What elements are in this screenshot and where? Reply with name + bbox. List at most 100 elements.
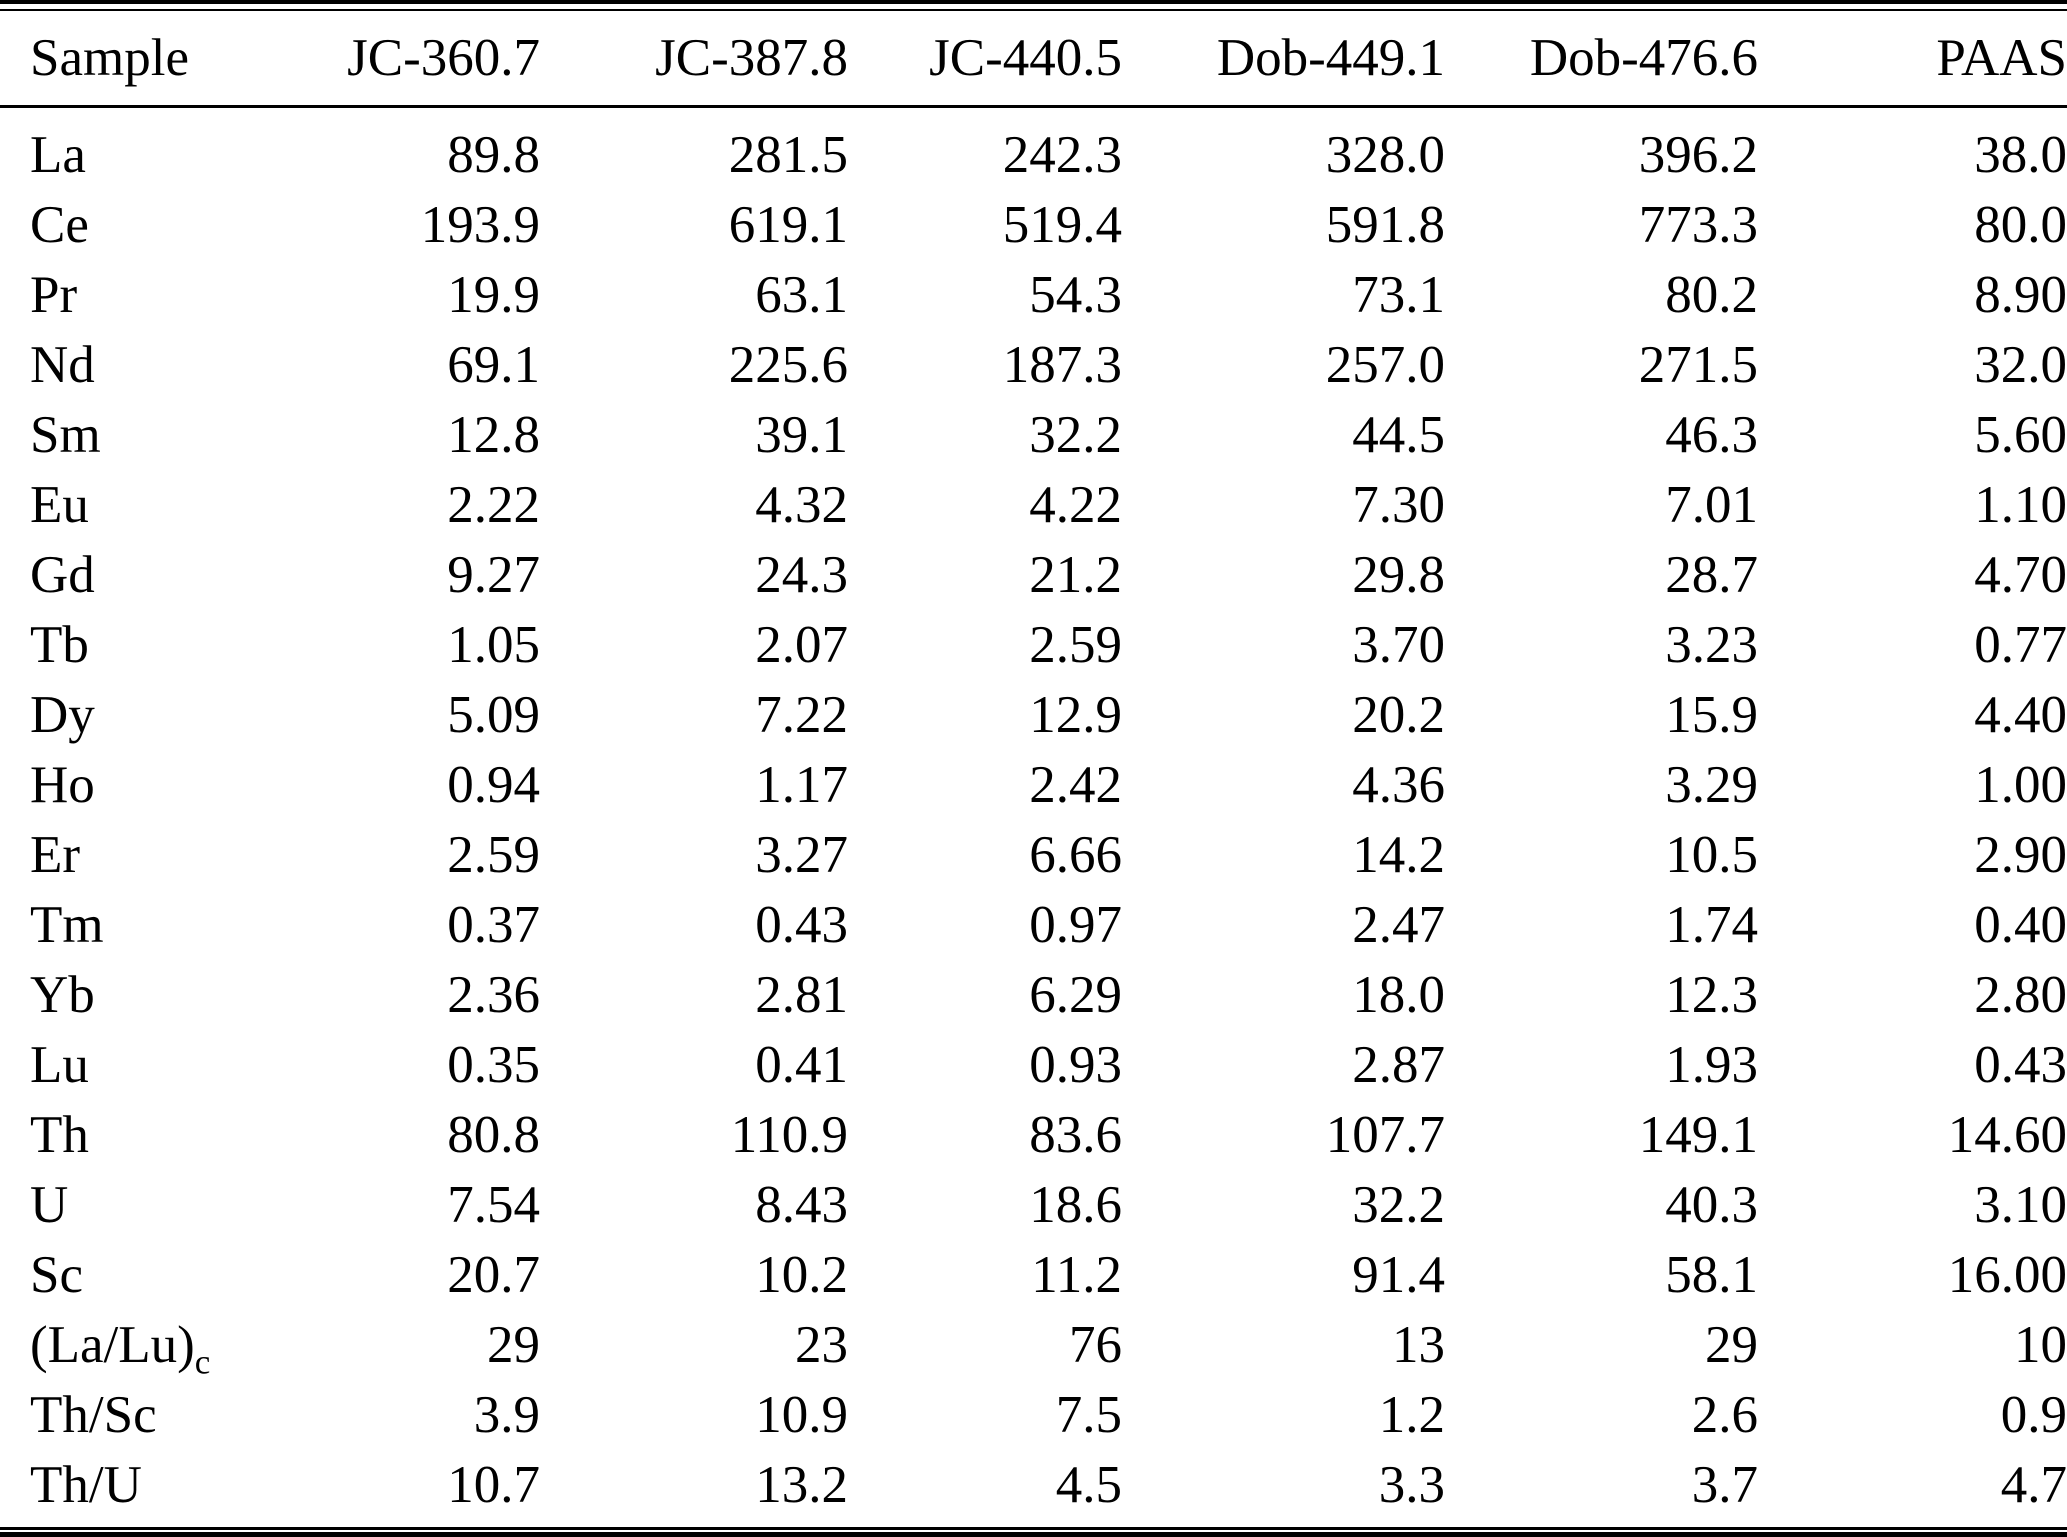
table-row: Er 2.59 3.27 6.66 14.2 10.5 2.90 (0, 820, 2067, 890)
cell-value: 13 (1392, 1316, 1445, 1374)
cell-value: 9.27 (447, 546, 540, 604)
cell-value: 80.0 (1974, 196, 2067, 254)
cell-value: 1.2 (1378, 1386, 1445, 1444)
cell-value: 2.87 (1352, 1036, 1445, 1094)
cell-value: 193.9 (420, 196, 540, 254)
cell-value: 80.2 (1665, 266, 1758, 324)
cell-value: 14.2 (1352, 826, 1445, 884)
cell-value: 12.3 (1665, 966, 1758, 1024)
cell-value: 2.80 (1974, 966, 2067, 1024)
row-label: Th (30, 1106, 89, 1164)
row-label: Ce (30, 196, 89, 254)
cell-value: 89.8 (447, 126, 540, 184)
table-row: Gd 9.27 24.3 21.2 29.8 28.7 4.70 (0, 540, 2067, 610)
cell-value: 3.29 (1665, 756, 1758, 814)
table-row: Th/U 10.7 13.2 4.5 3.3 3.7 4.7 (0, 1450, 2067, 1520)
cell-value: 29 (487, 1316, 540, 1374)
cell-value: 591.8 (1325, 196, 1445, 254)
row-label: U (30, 1176, 69, 1234)
cell-value: 2.59 (447, 826, 540, 884)
cell-value: 44.5 (1352, 406, 1445, 464)
cell-value: 3.9 (473, 1386, 540, 1444)
cell-value: 46.3 (1665, 406, 1758, 464)
cell-value: 7.01 (1665, 476, 1758, 534)
cell-value: 10 (2014, 1316, 2067, 1374)
table-row: Lu 0.35 0.41 0.93 2.87 1.93 0.43 (0, 1030, 2067, 1100)
cell-value: 0.43 (1974, 1036, 2067, 1094)
cell-value: 0.93 (1029, 1036, 1122, 1094)
cell-value: 69.1 (447, 336, 540, 394)
table-top-rule-thick (0, 0, 2067, 4)
cell-value: 32.2 (1029, 406, 1122, 464)
cell-value: 1.17 (755, 756, 848, 814)
cell-value: 10.9 (755, 1386, 848, 1444)
cell-value: 1.00 (1974, 756, 2067, 814)
cell-value: 63.1 (755, 266, 848, 324)
table-row: Sm 12.8 39.1 32.2 44.5 46.3 5.60 (0, 400, 2067, 470)
cell-value: 7.5 (1055, 1386, 1122, 1444)
table-row: Yb 2.36 2.81 6.29 18.0 12.3 2.80 (0, 960, 2067, 1030)
column-header-dob-476-6: Dob-476.6 (1445, 11, 1758, 108)
cell-value: 4.70 (1974, 546, 2067, 604)
table-header-row: Sample JC-360.7 JC-387.8 JC-440.5 Dob-449.1 D… (0, 11, 2067, 108)
cell-value: 3.7 (1691, 1456, 1758, 1514)
cell-value: 0.94 (447, 756, 540, 814)
cell-value: 6.66 (1029, 826, 1122, 884)
cell-value: 32.2 (1352, 1176, 1445, 1234)
cell-value: 110.9 (730, 1106, 848, 1164)
cell-value: 519.4 (1002, 196, 1122, 254)
cell-value: 2.22 (447, 476, 540, 534)
row-label: Er (30, 826, 81, 884)
ree-concentration-table: Sample JC-360.7 JC-387.8 JC-440.5 Dob-449.1 D… (0, 11, 2067, 1520)
row-label: (La/Lu)c (30, 1316, 211, 1382)
table-row: Ce 193.9 619.1 519.4 591.8 773.3 80.0 (0, 190, 2067, 260)
cell-value: 7.54 (447, 1176, 540, 1234)
cell-value: 0.37 (447, 896, 540, 954)
cell-value: 73.1 (1352, 266, 1445, 324)
row-label: Ho (30, 756, 95, 814)
cell-value: 5.60 (1974, 406, 2067, 464)
cell-value: 1.10 (1974, 476, 2067, 534)
table-row: Th/Sc 3.9 10.9 7.5 1.2 2.6 0.9 (0, 1380, 2067, 1450)
cell-value: 187.3 (1002, 336, 1122, 394)
row-label: La (30, 126, 86, 184)
column-header-jc-440-5: JC-440.5 (848, 11, 1122, 108)
cell-value: 21.2 (1029, 546, 1122, 604)
row-label: Eu (30, 476, 89, 534)
cell-value: 2.81 (755, 966, 848, 1024)
cell-value: 40.3 (1665, 1176, 1758, 1234)
table-row: Th 80.8 110.9 83.6 107.7 149.1 14.60 (0, 1100, 2067, 1170)
cell-value: 7.22 (755, 686, 848, 744)
cell-value: 29 (1705, 1316, 1758, 1374)
row-label: Nd (30, 336, 95, 394)
cell-value: 3.27 (755, 826, 848, 884)
row-label: Tb (30, 616, 89, 674)
cell-value: 76 (1069, 1316, 1122, 1374)
cell-value: 32.0 (1974, 336, 2067, 394)
table-bottom-rule-thick (0, 1532, 2067, 1537)
cell-value: 20.7 (447, 1246, 540, 1304)
row-label: Sm (30, 406, 101, 464)
cell-value: 2.59 (1029, 616, 1122, 674)
cell-value: 18.0 (1352, 966, 1445, 1024)
cell-value: 4.40 (1974, 686, 2067, 744)
cell-value: 8.43 (755, 1176, 848, 1234)
cell-value: 11.2 (1031, 1246, 1122, 1304)
cell-value: 91.4 (1352, 1246, 1445, 1304)
cell-value: 10.2 (755, 1246, 848, 1304)
row-label: Tm (30, 896, 104, 954)
cell-value: 2.47 (1352, 896, 1445, 954)
cell-value: 2.90 (1974, 826, 2067, 884)
table-row: U 7.54 8.43 18.6 32.2 40.3 3.10 (0, 1170, 2067, 1240)
cell-value: 2.36 (447, 966, 540, 1024)
cell-value: 225.6 (728, 336, 848, 394)
cell-value: 0.40 (1974, 896, 2067, 954)
cell-value: 5.09 (447, 686, 540, 744)
table-row: Tb 1.05 2.07 2.59 3.70 3.23 0.77 (0, 610, 2067, 680)
cell-value: 38.0 (1974, 126, 2067, 184)
cell-value: 20.2 (1352, 686, 1445, 744)
cell-value: 0.41 (755, 1036, 848, 1094)
cell-value: 4.7 (2000, 1456, 2067, 1514)
table-row: Tm 0.37 0.43 0.97 2.47 1.74 0.40 (0, 890, 2067, 960)
